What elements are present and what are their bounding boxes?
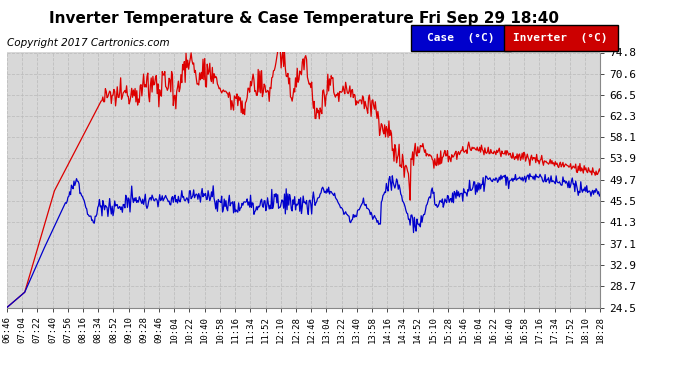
Text: Case  (°C): Case (°C) [427, 33, 494, 43]
Text: Inverter Temperature & Case Temperature Fri Sep 29 18:40: Inverter Temperature & Case Temperature … [48, 11, 559, 26]
Text: Copyright 2017 Cartronics.com: Copyright 2017 Cartronics.com [7, 38, 170, 48]
Text: Inverter  (°C): Inverter (°C) [513, 33, 608, 43]
